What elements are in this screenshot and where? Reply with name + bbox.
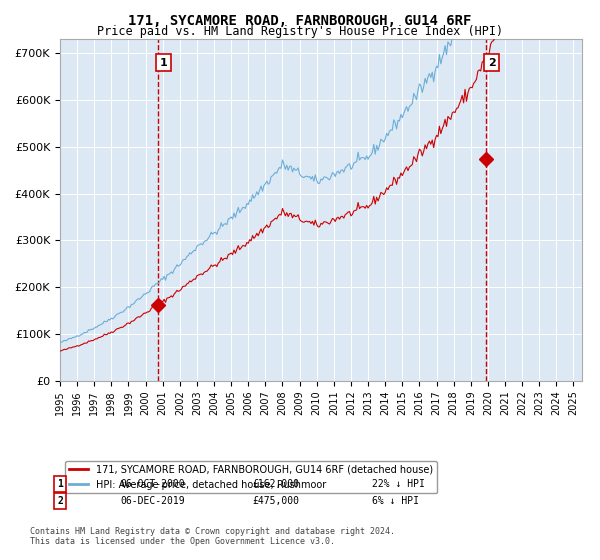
Text: 1: 1 — [160, 58, 167, 68]
Text: 06-DEC-2019: 06-DEC-2019 — [120, 496, 185, 506]
Text: Price paid vs. HM Land Registry's House Price Index (HPI): Price paid vs. HM Land Registry's House … — [97, 25, 503, 38]
Text: £475,000: £475,000 — [252, 496, 299, 506]
Text: £162,000: £162,000 — [252, 479, 299, 489]
Legend: 171, SYCAMORE ROAD, FARNBOROUGH, GU14 6RF (detached house), HPI: Average price, : 171, SYCAMORE ROAD, FARNBOROUGH, GU14 6R… — [65, 461, 437, 493]
Text: 06-OCT-2000: 06-OCT-2000 — [120, 479, 185, 489]
Text: 6% ↓ HPI: 6% ↓ HPI — [372, 496, 419, 506]
Text: 2: 2 — [488, 58, 496, 68]
Text: 22% ↓ HPI: 22% ↓ HPI — [372, 479, 425, 489]
Text: 1: 1 — [57, 479, 63, 489]
Text: 171, SYCAMORE ROAD, FARNBOROUGH, GU14 6RF: 171, SYCAMORE ROAD, FARNBOROUGH, GU14 6R… — [128, 14, 472, 28]
Text: 2: 2 — [57, 496, 63, 506]
Text: Contains HM Land Registry data © Crown copyright and database right 2024.
This d: Contains HM Land Registry data © Crown c… — [30, 526, 395, 546]
